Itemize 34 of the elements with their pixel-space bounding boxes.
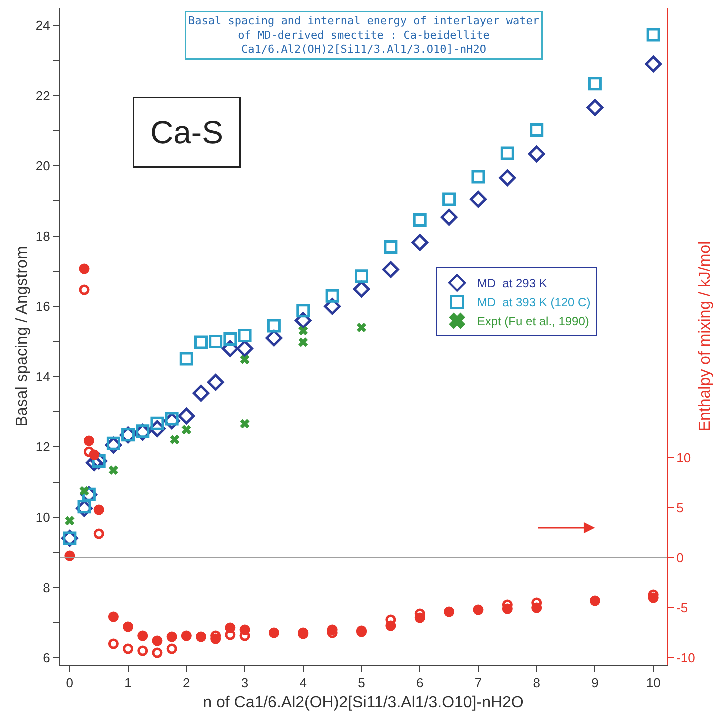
x-tick-label: 9 — [592, 676, 599, 691]
x-tick-label: 8 — [533, 676, 540, 691]
y-tick-label: 16 — [36, 299, 50, 314]
y-tick-label: 20 — [36, 158, 50, 174]
y2-tick-label: 5 — [676, 500, 684, 516]
y-tick-label: 12 — [36, 440, 50, 455]
text: Basal spacing and internal energy of interlayer water of MD-derived smectite : Ca-beidellite Ca1/6.Al2(OH)2[Si11/3.Al1/3.O10]-nH2O — [188, 14, 540, 56]
x-tick-label: 4 — [300, 676, 307, 691]
x-tick-label: 0 — [66, 676, 74, 691]
y-tick-label: 10 — [36, 510, 50, 525]
y2-tick-label: 0 — [676, 550, 684, 566]
y2-tick-label: -10 — [676, 650, 696, 666]
x-tick-label: 3 — [241, 676, 249, 691]
x-tick-label: 2 — [183, 676, 190, 691]
y-tick-label: 14 — [36, 369, 50, 384]
legend-label: MD at 293 K — [477, 276, 548, 291]
x-axis-title: n of Ca1/6.Al2(OH)2[Si11/3.Al1/3.O10]-nH2O — [203, 694, 524, 712]
legend-label: Expt (Fu et al., 1990) — [477, 314, 590, 329]
x-tick-label: 7 — [474, 676, 482, 691]
y-axis-title: Basal spacing / Angstrom — [14, 246, 31, 427]
y2-axis-title: Enthalpy of mixing / kJ/mol — [697, 241, 714, 432]
y-tick-label: 6 — [43, 650, 50, 666]
y-tick-label: 8 — [43, 580, 50, 596]
y2-tick-label: 10 — [676, 450, 692, 466]
x-tick-label: 5 — [358, 676, 366, 691]
y-tick-label: 24 — [36, 18, 50, 34]
x-tick-label: 6 — [416, 676, 424, 691]
annotation: Ca-S — [150, 114, 224, 150]
y-tick-label: 22 — [36, 88, 50, 104]
legend-label: MD at 393 K (120 C) — [477, 296, 591, 310]
y-tick-label: 18 — [36, 228, 50, 244]
x-tick-label: 10 — [646, 676, 661, 691]
y2-tick-label: -5 — [676, 600, 688, 616]
x-tick-label: 1 — [124, 676, 132, 691]
